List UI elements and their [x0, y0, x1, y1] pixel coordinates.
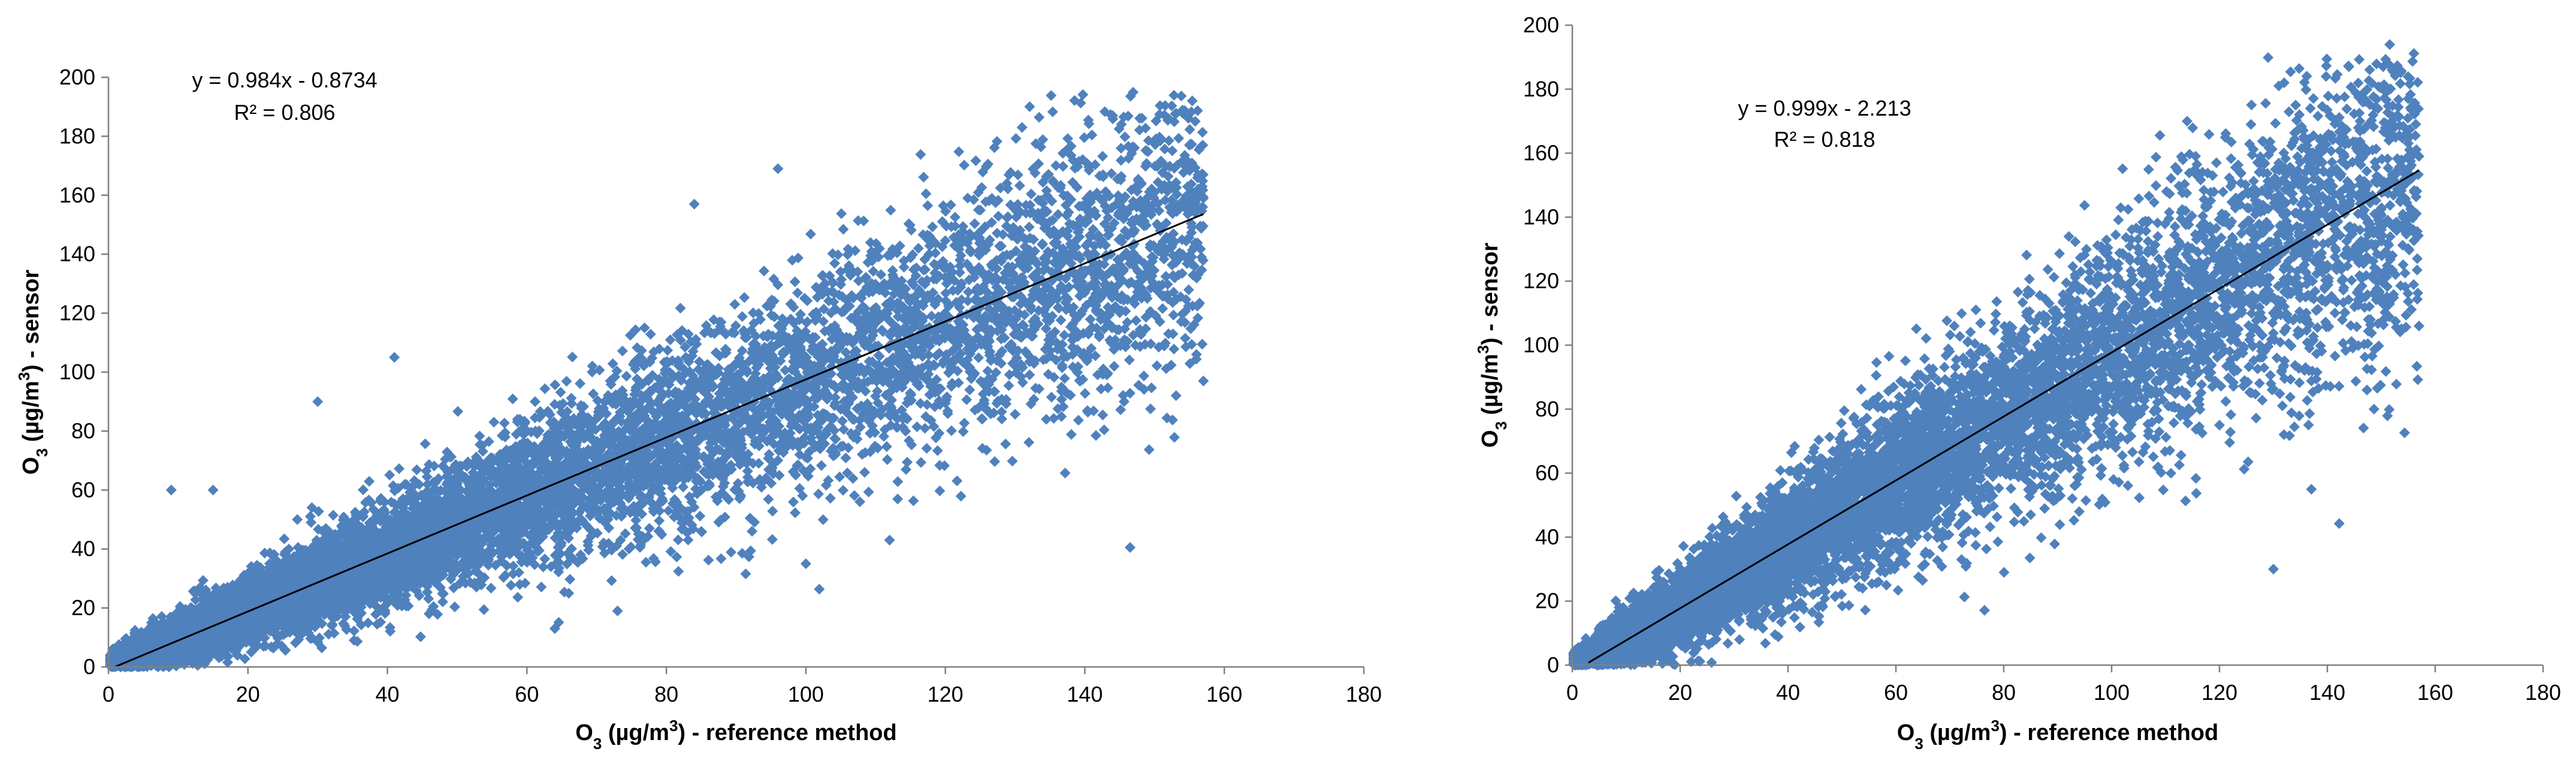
scatter-point	[364, 476, 375, 487]
scatter-point	[817, 514, 829, 526]
scatter-point	[927, 221, 938, 232]
scatter-point	[1059, 330, 1070, 341]
scatter-point	[644, 523, 655, 534]
scatter-point	[384, 469, 395, 481]
scatter-point	[964, 384, 976, 395]
scatter-point	[478, 604, 490, 615]
scatter-point	[1168, 431, 1180, 443]
scatter-point	[1186, 95, 1198, 107]
scatter-point	[1059, 467, 1071, 479]
scatter-point	[1010, 409, 1021, 420]
scatter-point	[1000, 439, 1011, 449]
scatter-point	[1046, 391, 1057, 403]
scatter-point	[916, 457, 927, 468]
scatter-point	[1024, 101, 1035, 112]
scatter-point	[747, 526, 758, 537]
scatter-point	[449, 601, 460, 612]
scatter-point	[617, 345, 628, 357]
scatter-point	[1168, 90, 1180, 101]
scatter-point	[958, 426, 969, 437]
scatter-point	[736, 311, 748, 322]
scatter-point	[1014, 180, 1025, 191]
scatter-point	[1025, 398, 1037, 410]
scatter-point	[1151, 360, 1162, 372]
scatter-point	[946, 425, 957, 436]
scatter-point	[1085, 313, 1096, 325]
scatter-point	[415, 631, 426, 642]
scatter-point	[838, 485, 849, 496]
scatter-point	[959, 418, 970, 429]
scatter-point	[859, 467, 870, 478]
scatter-point	[892, 476, 904, 487]
scatter-point	[1197, 126, 1208, 138]
scatter-point	[1143, 444, 1155, 455]
scatter-point	[813, 488, 824, 500]
scatter-point	[567, 351, 578, 363]
scatter-point	[955, 491, 967, 502]
scatter-point	[989, 386, 1000, 397]
scatter-point	[1183, 284, 1194, 295]
scatter-point	[1047, 106, 1058, 117]
scatter-point	[789, 276, 801, 288]
scatter-point	[1102, 382, 1113, 394]
scatter-point	[863, 487, 874, 497]
scatter-point	[499, 418, 510, 428]
scatter-point	[753, 458, 765, 469]
scatter-point	[952, 475, 963, 487]
scatter-point	[953, 146, 965, 158]
scatter-point	[292, 514, 303, 525]
scatter-point	[539, 383, 551, 394]
scatter-point	[729, 298, 741, 310]
scatter-point	[885, 204, 896, 216]
scatter-point	[1094, 331, 1105, 343]
scatter-point	[901, 464, 911, 475]
scatter-point	[1024, 369, 1035, 381]
scatter-point	[908, 495, 919, 506]
scatter-point	[840, 452, 851, 464]
scatter-point	[411, 464, 422, 475]
scatter-point	[1079, 388, 1091, 399]
scatter-point	[555, 386, 566, 398]
scatter-point	[881, 441, 892, 452]
scatter-point	[703, 554, 714, 566]
scatter-point	[739, 292, 750, 303]
scatter-point	[1168, 343, 1180, 355]
scatter-point	[564, 573, 576, 585]
scatter-point	[1157, 303, 1168, 314]
scatter-point	[836, 415, 848, 427]
scatter-point	[1168, 309, 1179, 321]
scatter-point	[536, 581, 547, 593]
scatter-point	[1125, 542, 1136, 553]
scatter-point	[587, 366, 598, 378]
scatter-point	[1097, 150, 1109, 162]
scatter-point	[452, 406, 464, 417]
scatter-points	[105, 86, 1209, 672]
scatter-point	[920, 188, 932, 200]
scatter-point	[561, 376, 572, 387]
scatter-point	[715, 553, 727, 564]
scatter-point	[606, 575, 617, 586]
scatter-point	[1173, 132, 1184, 144]
scatter-point	[1145, 403, 1156, 415]
scatter-point	[1059, 373, 1070, 384]
scatter-point	[989, 456, 1000, 467]
scatter-point	[1046, 90, 1057, 101]
scatter-point	[1124, 354, 1135, 366]
scatter-point	[1167, 145, 1178, 156]
scatter-point	[790, 507, 801, 518]
scatter-point	[825, 493, 836, 504]
scatter-point	[419, 438, 431, 449]
scatter-point	[766, 534, 778, 545]
scatter-point	[816, 460, 827, 471]
scatter-point	[1098, 424, 1110, 436]
scatter-point	[488, 416, 500, 428]
scatter-point	[1109, 361, 1120, 372]
